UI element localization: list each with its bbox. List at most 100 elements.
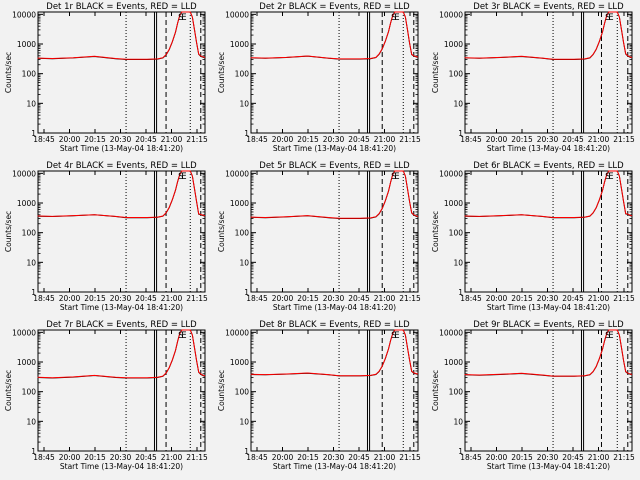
y-tick-label: 1 [244,288,249,297]
y-tick-label: 1000 [444,40,463,49]
annotation-s: S [605,13,610,23]
x-tick-label: 20:30 [323,135,345,144]
x-tick-label: 20:30 [537,294,559,303]
panel-title: Det 5r BLACK = Events, RED = LLD [259,161,410,171]
plot-area [37,170,206,293]
x-tick-label: 20:45 [348,135,370,144]
x-tick-label: 18:45 [460,453,482,462]
annotation-s: S [178,172,183,182]
x-tick-label: 20:45 [135,453,157,462]
x-tick-label: 21:15 [186,135,208,144]
panel-title: Det 3r BLACK = Events, RED = LLD [473,2,624,12]
y-tick-label: 10000 [439,169,463,178]
annotation-e: E [608,13,613,23]
x-tick-label: 21:00 [588,135,610,144]
x-tick-label: 20:30 [110,135,132,144]
x-axis-label: Start Time (13-May-04 18:41:20) [273,462,396,471]
y-tick-label: 10 [453,258,463,267]
lld-series-line [37,329,206,379]
annotation-s: S [391,172,396,182]
panel-title: Det 7r BLACK = Events, RED = LLD [46,320,197,330]
y-tick-label: 1000 [17,40,36,49]
y-tick-label: 10000 [225,328,249,337]
x-tick-label: 20:30 [323,294,345,303]
y-tick-label: 1 [31,129,36,138]
y-tick-label: 10000 [12,10,36,19]
x-tick-label: 20:00 [59,453,81,462]
y-tick-label: 10 [453,99,463,108]
y-tick-label: 1000 [444,358,463,367]
annotation-s: S [178,331,183,341]
y-tick-label: 10 [239,258,249,267]
detector-panel-7: Det 7r BLACK = Events, RED = LLD 1 10 100 10… [4,320,208,471]
x-tick-label: 20:45 [562,294,584,303]
y-axis-label: Counts/sec [4,211,13,252]
x-tick-label: 20:00 [486,453,508,462]
x-tick-label: 20:30 [110,294,132,303]
x-tick-label: 18:45 [33,453,55,462]
x-tick-label: 20:45 [135,294,157,303]
x-tick-label: 21:15 [613,453,635,462]
annotation-e: E [608,331,613,341]
panel-title: Det 2r BLACK = Events, RED = LLD [259,2,410,12]
plot-area [250,170,419,293]
x-tick-label: 20:00 [59,135,81,144]
y-tick-label: 100 [235,388,250,397]
x-tick-label: 21:15 [186,453,208,462]
x-tick-label: 21:15 [399,294,421,303]
annotation-s: S [605,331,610,341]
x-tick-label: 21:15 [399,453,421,462]
x-tick-label: 20:45 [348,453,370,462]
plot-area [250,11,419,134]
x-axis-label: Start Time (13-May-04 18:41:20) [273,303,396,312]
y-axis-label: Counts/sec [4,370,13,411]
x-tick-label: 21:00 [161,294,183,303]
y-tick-label: 10 [26,258,36,267]
y-tick-label: 100 [22,388,37,397]
annotation-s: S [178,13,183,23]
x-axis-label: Start Time (13-May-04 18:41:20) [487,144,610,153]
lld-series-line [464,329,633,377]
plot-area [464,11,633,134]
x-tick-label: 21:15 [186,294,208,303]
y-tick-label: 10 [453,417,463,426]
annotation-e: E [181,13,186,23]
y-tick-label: 1 [458,447,463,456]
y-tick-label: 1000 [230,358,249,367]
detector-panel-4: Det 4r BLACK = Events, RED = LLD 1 10 100 10… [4,161,208,312]
x-tick-label: 18:45 [246,294,268,303]
x-axis-label: Start Time (13-May-04 18:41:20) [60,462,183,471]
y-tick-label: 1 [31,447,36,456]
y-axis-label: Counts/sec [217,211,226,252]
panel-title: Det 8r BLACK = Events, RED = LLD [259,320,410,330]
y-tick-label: 1000 [17,199,36,208]
y-tick-label: 100 [449,388,464,397]
y-tick-label: 1000 [444,199,463,208]
x-axis-label: Start Time (13-May-04 18:41:20) [273,144,396,153]
y-tick-label: 10 [239,99,249,108]
y-tick-label: 100 [449,229,464,238]
y-tick-label: 10 [239,417,249,426]
y-tick-label: 10000 [225,10,249,19]
lld-series-line [37,11,206,60]
x-axis-label: Start Time (13-May-04 18:41:20) [487,462,610,471]
x-tick-label: 21:00 [588,294,610,303]
y-tick-label: 10000 [439,328,463,337]
x-tick-label: 18:45 [246,135,268,144]
annotation-e: E [394,172,399,182]
x-tick-label: 18:45 [33,294,55,303]
annotation-s: S [391,331,396,341]
detector-panel-1: Det 1r BLACK = Events, RED = LLD 1 10 100 10… [4,2,208,153]
x-tick-label: 20:15 [297,453,319,462]
annotation-e: E [608,172,613,182]
detector-panel-8: Det 8r BLACK = Events, RED = LLD 1 10 100 10… [217,320,421,471]
x-tick-label: 20:30 [323,453,345,462]
y-tick-label: 1 [244,129,249,138]
plot-area [250,329,419,452]
detector-panel-5: Det 5r BLACK = Events, RED = LLD 1 10 100 10… [217,161,421,312]
annotation-e: E [181,331,186,341]
y-tick-label: 10000 [439,10,463,19]
x-tick-label: 20:00 [486,294,508,303]
lld-series-line [250,170,419,219]
